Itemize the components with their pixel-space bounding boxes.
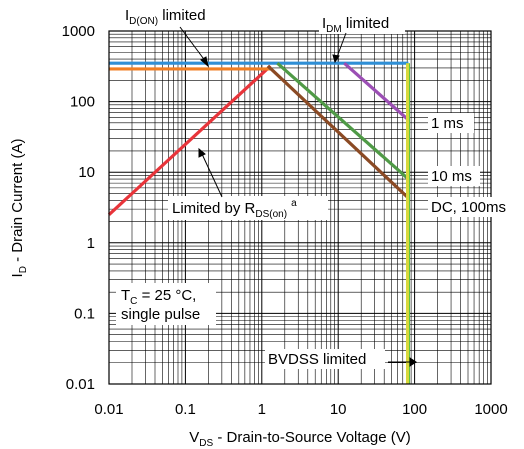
annotation-tc-rest: = 25 °C, (137, 287, 196, 304)
x-tick-label: 0.01 (94, 401, 123, 418)
annotation-idm-sub: DM (326, 24, 342, 35)
arrow-id-on-head (200, 56, 209, 68)
arrow-rds-head (198, 147, 206, 158)
annotation-id-on-sub: D(ON) (129, 16, 158, 27)
arrow-idm-head (332, 54, 340, 64)
y-axis-title-sub: D (18, 266, 29, 273)
y-axis-title-main: I (9, 273, 26, 277)
annotation-tc-main: T (121, 287, 130, 304)
y-tick-label: 0.01 (66, 376, 95, 393)
x-tick-label: 1 (258, 401, 266, 418)
annotation-1ms: 1 ms (431, 115, 464, 132)
annotation-rds-sub: DS(on) (255, 209, 287, 220)
x-axis-title-sub: DS (199, 438, 213, 449)
annotations: ID(ON) limited IDM limited 1 ms 10 ms DC… (116, 6, 520, 369)
x-axis-title-rest: - Drain-to-Source Voltage (V) (213, 429, 411, 446)
annotation-id-on: ID(ON) limited (125, 7, 206, 27)
series-line-0 (107, 64, 272, 216)
x-tick-label: 100 (402, 401, 427, 418)
annotation-id-on-main: I (125, 7, 129, 24)
tick-labels: 0.01 0.1 1 10 100 1000 0.01 0.1 1 10 100 1000 (62, 23, 508, 418)
annotation-rds: Limited by RDS(on) a (172, 198, 297, 220)
annotation-single-pulse: single pulse (121, 306, 200, 323)
y-tick-label: 1 (87, 235, 95, 252)
y-tick-label: 1000 (62, 23, 95, 40)
y-tick-label: 0.1 (74, 305, 95, 322)
series-line-5 (266, 64, 410, 200)
annotation-dc: DC, 100ms (431, 199, 506, 216)
x-tick-label: 10 (330, 401, 347, 418)
annotation-tc: TC = 25 °C, (121, 287, 196, 307)
y-tick-label: 100 (70, 94, 95, 111)
x-tick-label: 1000 (474, 401, 507, 418)
annotation-idm-rest: limited (342, 15, 390, 32)
x-tick-label: 0.1 (175, 401, 196, 418)
annotation-idm: IDM limited (322, 15, 389, 35)
series-line-4 (276, 61, 410, 181)
annotation-id-on-rest: limited (158, 7, 206, 24)
annotation-idm-main: I (322, 15, 326, 32)
arrow-id-on (179, 26, 207, 63)
y-axis-title-rest: - Drain Current (A) (9, 139, 26, 267)
annotation-bvdss: BVDSS limited (268, 351, 366, 368)
series-line-3 (343, 61, 410, 122)
annotation-tc-sub: C (130, 296, 137, 307)
arrow-idm (336, 32, 347, 58)
arrow-bvdss-head (409, 357, 417, 367)
series-lines (107, 61, 411, 384)
y-axis-title: ID - Drain Current (A) (9, 139, 29, 278)
y-tick-label: 10 (78, 164, 95, 181)
arrow-rds (201, 153, 223, 198)
x-axis-title: VDS - Drain-to-Source Voltage (V) (189, 429, 411, 449)
annotation-10ms: 10 ms (431, 168, 472, 185)
annotation-rds-sup: a (291, 198, 297, 209)
annotation-rds-main: Limited by R (172, 200, 256, 217)
x-axis-title-main: V (189, 429, 199, 446)
